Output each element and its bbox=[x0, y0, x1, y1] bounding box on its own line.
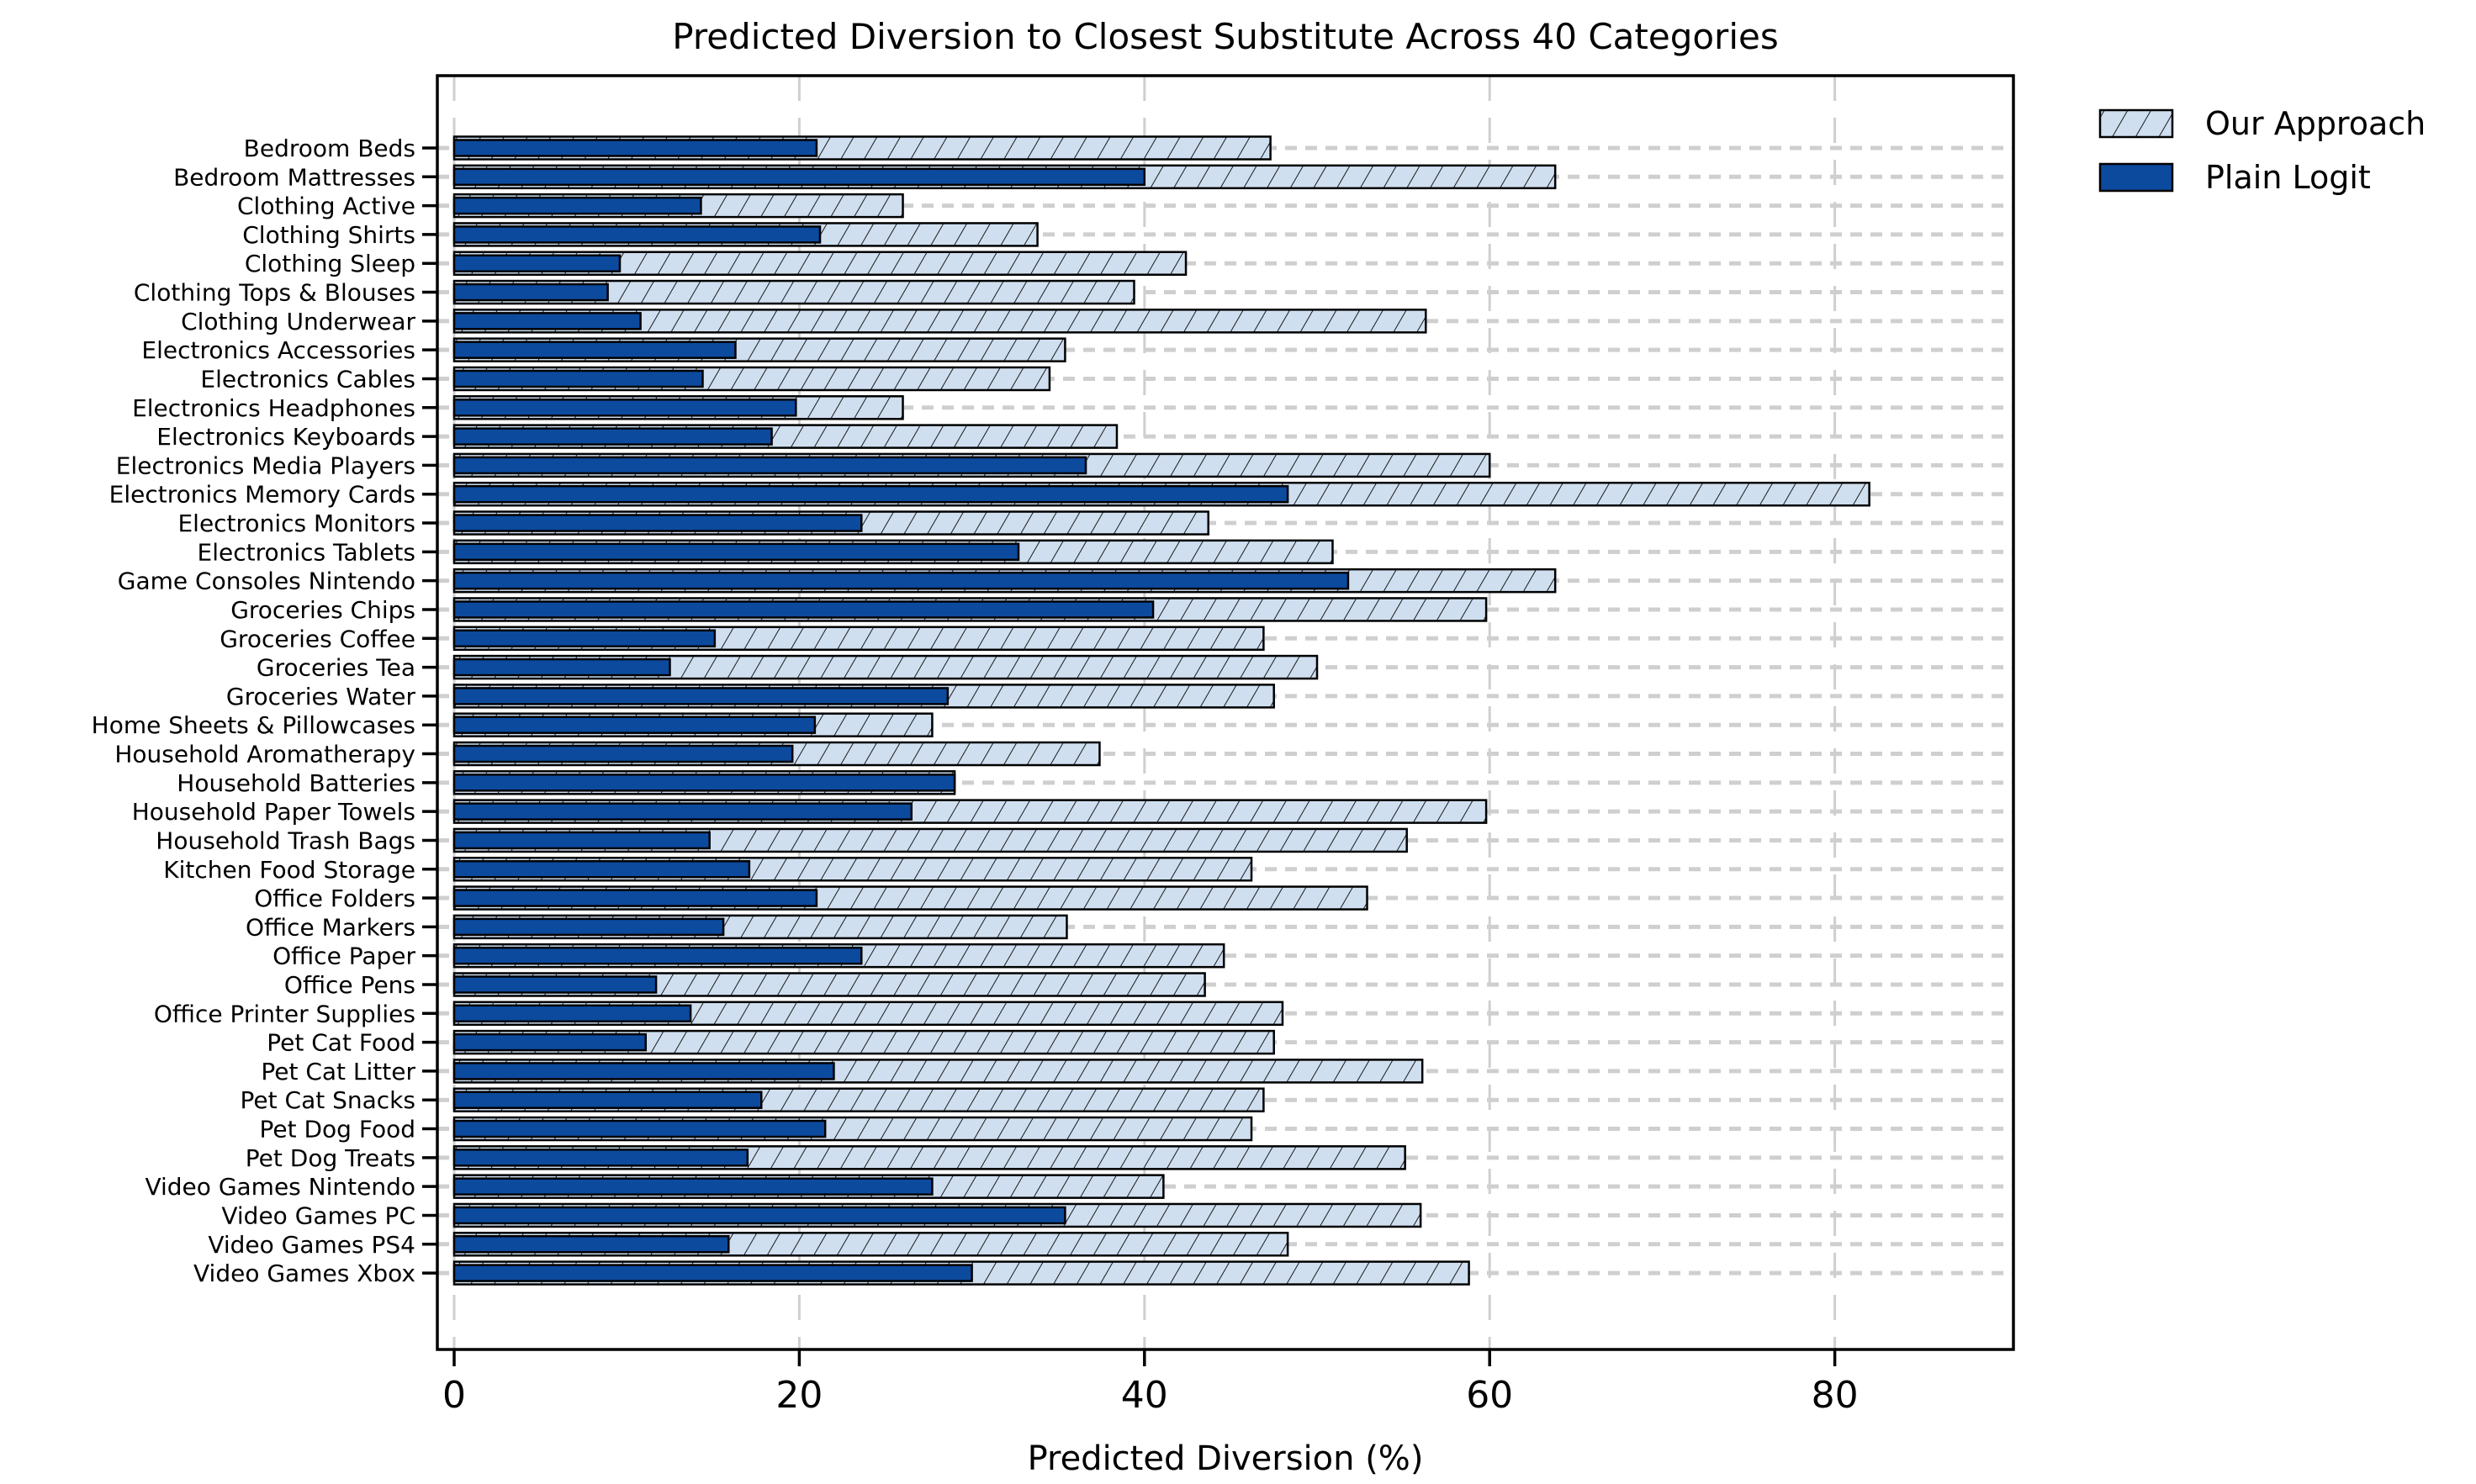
bars bbox=[452, 135, 1870, 1286]
bar-plain-logit bbox=[452, 254, 622, 272]
category-tick-label: Household Aromatherapy bbox=[114, 741, 415, 768]
bar-plain-logit bbox=[452, 484, 1289, 504]
bar-plain-logit bbox=[452, 167, 1146, 187]
bar-plain-logit bbox=[452, 139, 818, 157]
x-tick-label: 80 bbox=[1812, 1374, 1859, 1417]
category-tick-label: Pet Dog Treats bbox=[246, 1144, 415, 1172]
category-tick-label: Video Games Nintendo bbox=[145, 1173, 415, 1201]
category-tick-label: Video Games PC bbox=[221, 1201, 415, 1229]
axes-frame bbox=[436, 74, 2015, 1351]
category-tick-label: Electronics Media Players bbox=[116, 452, 415, 479]
bar-plain-logit bbox=[452, 571, 1350, 590]
bar-plain-logit bbox=[452, 1062, 835, 1080]
category-tick-label: Kitchen Food Storage bbox=[163, 856, 415, 884]
category-tick-label: Bedroom Mattresses bbox=[173, 163, 415, 191]
legend-swatch-plain-logit bbox=[2098, 162, 2174, 193]
category-tick-label: Groceries Chips bbox=[230, 596, 415, 624]
plot-frame bbox=[436, 74, 2015, 1351]
category-tick-label: Clothing Tops & Blouses bbox=[134, 279, 415, 307]
category-tick-label: Clothing Underwear bbox=[181, 308, 415, 335]
legend-label-plain-logit: Plain Logit bbox=[2205, 159, 2371, 196]
bar-plain-logit bbox=[452, 629, 717, 648]
bar-plain-logit bbox=[452, 514, 863, 532]
x-tick-label: 40 bbox=[1121, 1374, 1168, 1417]
category-tick-label: Office Markers bbox=[246, 913, 415, 941]
bar-plain-logit bbox=[452, 283, 609, 302]
category-tick-label: Electronics Cables bbox=[200, 365, 415, 393]
bar-plain-logit bbox=[452, 774, 956, 792]
bar-plain-logit bbox=[452, 312, 642, 330]
bar-plain-logit bbox=[452, 658, 671, 677]
category-tick-label: Clothing Active bbox=[237, 193, 415, 220]
category-tick-label: Office Pens bbox=[284, 971, 415, 999]
category-tick-label: Office Paper bbox=[272, 943, 415, 970]
bar-plain-logit bbox=[452, 1177, 934, 1196]
axis-ticks bbox=[422, 146, 1837, 1366]
bar-plain-logit bbox=[452, 975, 658, 994]
category-tick-label: Office Folders bbox=[254, 885, 415, 912]
category-tick-label: Pet Cat Food bbox=[267, 1029, 415, 1057]
bar-plain-logit bbox=[452, 369, 704, 388]
bar-plain-logit bbox=[452, 1206, 1066, 1225]
legend-swatch-our-approach bbox=[2098, 108, 2174, 139]
category-tick-label: Household Trash Bags bbox=[156, 826, 415, 854]
category-tick-label: Bedroom Beds bbox=[244, 135, 415, 162]
category-tick-label: Office Printer Supplies bbox=[154, 1000, 415, 1027]
bar-plain-logit bbox=[452, 1149, 749, 1167]
category-tick-label: Electronics Monitors bbox=[177, 510, 415, 537]
bar-plain-logit bbox=[452, 1264, 973, 1282]
bar-plain-logit bbox=[452, 196, 702, 215]
category-tick-label: Pet Cat Snacks bbox=[241, 1086, 415, 1114]
category-tick-label: Video Games PS4 bbox=[208, 1231, 415, 1259]
bar-plain-logit bbox=[452, 1119, 827, 1138]
bar-plain-logit bbox=[452, 744, 794, 763]
bar-plain-logit bbox=[452, 456, 1087, 475]
category-tick-label: Household Batteries bbox=[177, 769, 415, 797]
category-tick-label: Electronics Keyboards bbox=[156, 423, 415, 451]
category-tick-label: Game Consoles Nintendo bbox=[118, 568, 415, 595]
legend-label-our-approach: Our Approach bbox=[2205, 105, 2426, 142]
bar-plain-logit bbox=[452, 1235, 730, 1254]
bar-plain-logit bbox=[452, 687, 950, 705]
category-tick-label: Video Games Xbox bbox=[193, 1260, 415, 1287]
bar-plain-logit bbox=[452, 802, 913, 821]
bar-plain-logit bbox=[452, 860, 751, 879]
category-tick-label: Clothing Shirts bbox=[242, 221, 415, 249]
bar-plain-logit bbox=[452, 1032, 648, 1052]
bar-plain-logit bbox=[452, 831, 711, 850]
bar-plain-logit bbox=[452, 917, 725, 937]
category-tick-label: Groceries Water bbox=[226, 683, 416, 710]
category-tick-label: Groceries Tea bbox=[257, 654, 415, 682]
category-tick-label: Home Sheets & Pillowcases bbox=[92, 711, 415, 739]
bar-plain-logit bbox=[452, 542, 1020, 562]
x-axis-title: Predicted Diversion (%) bbox=[1028, 1439, 1424, 1478]
x-tick-label: 60 bbox=[1466, 1374, 1513, 1417]
category-tick-label: Clothing Sleep bbox=[245, 250, 415, 277]
category-tick-label: Groceries Coffee bbox=[220, 625, 415, 652]
legend: Our Approach Plain Logit bbox=[2098, 105, 2426, 196]
chart-title: Predicted Diversion to Closest Substitut… bbox=[672, 16, 1778, 57]
bar-plain-logit bbox=[452, 341, 737, 359]
bar-plain-logit bbox=[452, 600, 1155, 619]
category-tick-label: Electronics Headphones bbox=[132, 394, 415, 422]
category-tick-label: Household Paper Towels bbox=[132, 798, 415, 826]
bar-plain-logit bbox=[452, 1004, 692, 1023]
x-tick-label: 20 bbox=[775, 1374, 823, 1417]
category-tick-label: Pet Dog Food bbox=[260, 1116, 416, 1143]
x-tick-label: 0 bbox=[442, 1374, 466, 1417]
category-tick-label: Electronics Accessories bbox=[141, 336, 415, 364]
bar-plain-logit bbox=[452, 946, 863, 965]
bar-plain-logit bbox=[452, 1091, 763, 1109]
bar-plain-logit bbox=[452, 399, 797, 417]
bar-plain-logit bbox=[452, 427, 773, 446]
bar-plain-logit bbox=[452, 225, 822, 244]
bar-plain-logit bbox=[452, 889, 818, 907]
category-tick-label: Electronics Tablets bbox=[198, 538, 415, 566]
category-tick-label: Electronics Memory Cards bbox=[109, 481, 415, 509]
category-tick-label: Pet Cat Litter bbox=[261, 1058, 415, 1085]
bar-plain-logit bbox=[452, 716, 817, 734]
